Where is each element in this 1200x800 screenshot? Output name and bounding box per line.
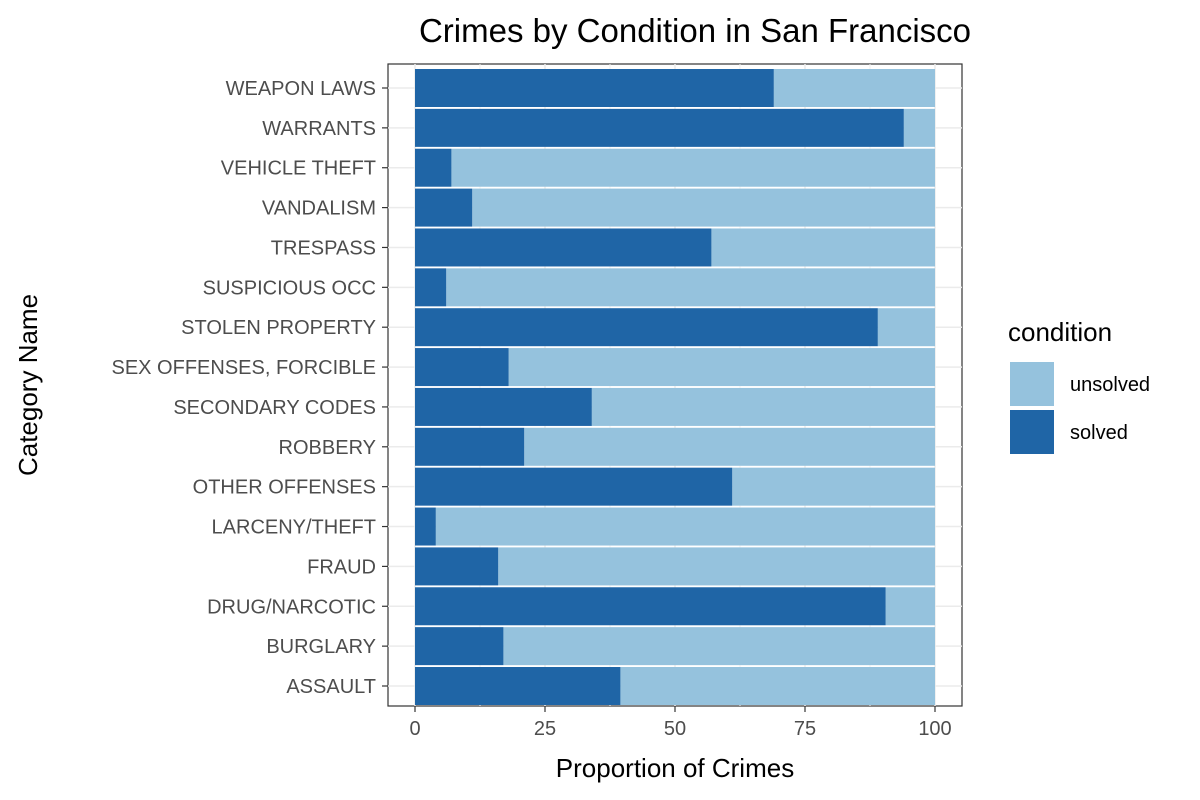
bar-unsolved bbox=[508, 348, 935, 387]
x-axis-title: Proportion of Crimes bbox=[556, 753, 794, 783]
legend-title: condition bbox=[1008, 317, 1112, 347]
bar-solved bbox=[415, 308, 878, 347]
y-axis-title: Category Name bbox=[13, 294, 43, 476]
y-tick-label: WEAPON LAWS bbox=[226, 78, 376, 100]
bar-unsolved bbox=[620, 667, 935, 705]
legend-label-solved: solved bbox=[1070, 422, 1128, 444]
legend-label-unsolved: unsolved bbox=[1070, 374, 1150, 396]
x-tick-label: 25 bbox=[534, 718, 556, 740]
y-tick-label: SUSPICIOUS OCC bbox=[203, 277, 376, 299]
x-axis: 0 25 50 75 100 bbox=[409, 706, 952, 740]
bar-unsolved bbox=[503, 627, 935, 666]
bar-solved bbox=[415, 467, 733, 506]
bar-unsolved bbox=[435, 507, 935, 546]
x-tick-label: 50 bbox=[664, 718, 686, 740]
bar-unsolved bbox=[877, 308, 935, 347]
bar-solved bbox=[415, 387, 592, 426]
y-tick-label: STOLEN PROPERTY bbox=[181, 317, 376, 339]
bar-solved bbox=[415, 108, 904, 147]
bar-solved bbox=[415, 348, 509, 387]
y-tick-label: OTHER OFFENSES bbox=[193, 477, 376, 499]
bar-unsolved bbox=[591, 387, 935, 426]
bar-unsolved bbox=[451, 148, 935, 187]
bar-unsolved bbox=[524, 427, 935, 466]
bar-unsolved bbox=[773, 69, 935, 107]
bar-solved bbox=[415, 268, 447, 307]
y-tick-label: SEX OFFENSES, FORCIBLE bbox=[111, 357, 376, 379]
legend-swatch-solved bbox=[1010, 410, 1054, 454]
x-tick-label: 0 bbox=[409, 718, 420, 740]
y-tick-label: VEHICLE THEFT bbox=[221, 158, 376, 180]
bar-unsolved bbox=[446, 268, 935, 307]
bar-solved bbox=[415, 667, 621, 705]
y-tick-label: LARCENY/THEFT bbox=[212, 517, 376, 539]
y-tick-label: ROBBERY bbox=[279, 437, 376, 459]
legend-swatch-unsolved bbox=[1010, 362, 1054, 406]
bar-unsolved bbox=[732, 467, 935, 506]
chart-title: Crimes by Condition in San Francisco bbox=[419, 12, 971, 49]
bar-solved bbox=[415, 587, 886, 626]
y-tick-label: FRAUD bbox=[307, 556, 376, 578]
y-tick-label: ASSAULT bbox=[286, 676, 376, 698]
y-tick-label: VANDALISM bbox=[262, 198, 376, 220]
y-tick-label: DRUG/NARCOTIC bbox=[207, 596, 376, 618]
legend: condition unsolved solved bbox=[1008, 317, 1150, 454]
bar-solved bbox=[415, 188, 473, 227]
bar-unsolved bbox=[498, 547, 935, 586]
bar-unsolved bbox=[885, 587, 935, 626]
bar-solved bbox=[415, 547, 499, 586]
y-tick-label: TRESPASS bbox=[271, 237, 376, 259]
bar-unsolved bbox=[472, 188, 935, 227]
bar-solved bbox=[415, 427, 525, 466]
x-tick-label: 75 bbox=[794, 718, 816, 740]
bar-unsolved bbox=[711, 228, 935, 267]
bar-solved bbox=[415, 69, 774, 107]
bar-solved bbox=[415, 228, 712, 267]
y-tick-label: WARRANTS bbox=[262, 118, 376, 140]
bar-unsolved bbox=[903, 108, 935, 147]
bars bbox=[415, 69, 935, 705]
y-tick-label: SECONDARY CODES bbox=[173, 397, 376, 419]
y-tick-label: BURGLARY bbox=[266, 636, 376, 658]
y-axis: WEAPON LAWS WARRANTS VEHICLE THEFT VANDALIS… bbox=[111, 78, 388, 698]
bar-solved bbox=[415, 148, 452, 187]
bar-solved bbox=[415, 627, 504, 666]
bar-solved bbox=[415, 507, 436, 546]
x-tick-label: 100 bbox=[918, 718, 951, 740]
